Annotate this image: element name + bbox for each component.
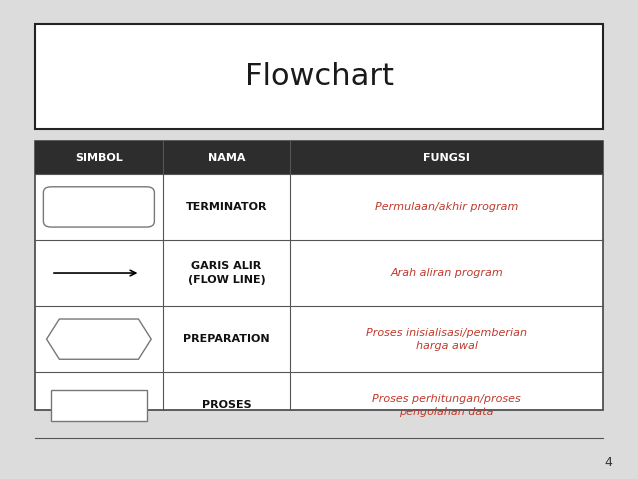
Text: Arah aliran program: Arah aliran program <box>390 268 503 278</box>
Text: SIMBOL: SIMBOL <box>75 153 122 162</box>
FancyBboxPatch shape <box>43 187 154 227</box>
Text: Proses perhitungan/proses
pengolahan data: Proses perhitungan/proses pengolahan dat… <box>372 394 521 417</box>
Bar <box>51 390 147 421</box>
FancyBboxPatch shape <box>35 141 603 174</box>
FancyBboxPatch shape <box>35 24 603 129</box>
Text: GARIS ALIR
(FLOW LINE): GARIS ALIR (FLOW LINE) <box>188 262 265 285</box>
Polygon shape <box>47 319 151 359</box>
Text: NAMA: NAMA <box>208 153 245 162</box>
Text: 4: 4 <box>605 456 612 469</box>
Text: FUNGSI: FUNGSI <box>423 153 470 162</box>
Text: Flowchart: Flowchart <box>244 62 394 91</box>
FancyBboxPatch shape <box>35 141 603 410</box>
Text: Proses inisialisasi/pemberian
harga awal: Proses inisialisasi/pemberian harga awal <box>366 328 527 351</box>
Text: PROSES: PROSES <box>202 400 251 410</box>
Text: TERMINATOR: TERMINATOR <box>186 202 267 212</box>
Text: Permulaan/akhir program: Permulaan/akhir program <box>375 202 518 212</box>
Text: PREPARATION: PREPARATION <box>183 334 270 344</box>
